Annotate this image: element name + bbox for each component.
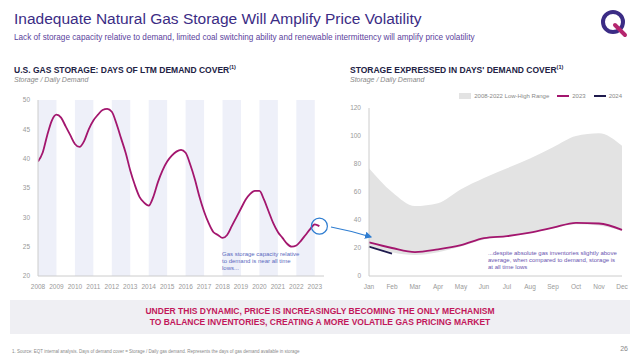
svg-text:20: 20 [23,272,31,279]
svg-text:2014: 2014 [141,283,156,290]
html-text:2008-2022 Low-High Range: 2008-2022 Low-High Range [474,93,550,99]
svg-text:35: 35 [23,184,31,191]
html-text:U.S. GAS STORAGE: DAYS OF LTM: U.S. GAS STORAGE: DAYS OF LTM DEMAND COV… [14,64,236,75]
html-text:2023: 2023 [572,93,586,99]
html-text:Inadequate Natural Gas Storage: Inadequate Natural Gas Storage Will Ampl… [14,10,422,27]
html-text:2024: 2024 [608,93,622,99]
svg-text:2018: 2018 [215,283,230,290]
svg-text:Jan: Jan [364,283,375,290]
html-text:UNDER THIS DYNAMIC, PRICE IS I: UNDER THIS DYNAMIC, PRICE IS INCREASINGL… [145,306,495,316]
svg-text:2019: 2019 [234,283,249,290]
svg-text:2021: 2021 [271,283,286,290]
html-text:STORAGE EXPRESSED IN DAYS' DEM: STORAGE EXPRESSED IN DAYS' DEMAND COVER(… [350,64,564,75]
svg-text:Sep: Sep [547,283,559,291]
svg-text:40: 40 [354,216,362,223]
svg-text:Jun: Jun [479,283,490,290]
svg-text:Apr: Apr [433,283,444,291]
svg-text:2008: 2008 [31,283,46,290]
svg-text:Dec: Dec [616,283,628,290]
html-text:Lack of storage capacity relat: Lack of storage capacity relative to dem… [14,33,475,42]
svg-text:2020: 2020 [252,283,267,290]
svg-text:2013: 2013 [123,283,138,290]
html-text:...despite absolute gas invent: ...despite absolute gas inventories slig… [488,250,617,270]
svg-text:May: May [455,283,468,291]
svg-text:2022: 2022 [289,283,304,290]
svg-text:80: 80 [354,160,362,167]
svg-text:Oct: Oct [571,283,581,290]
svg-text:50: 50 [23,96,31,103]
svg-text:Nov: Nov [593,283,605,290]
html-text:26: 26 [620,345,628,352]
svg-text:2012: 2012 [105,283,120,290]
html-text:1. Source: EQT internal analys: 1. Source: EQT internal analysis. Days o… [12,349,300,354]
svg-text:120: 120 [350,104,361,111]
svg-text:2009: 2009 [49,283,64,290]
svg-text:Jul: Jul [503,283,512,290]
svg-text:60: 60 [354,188,362,195]
svg-text:2017: 2017 [197,283,212,290]
svg-text:20: 20 [354,244,362,251]
html-text:TO BALANCE INVENTORIES, CREATI: TO BALANCE INVENTORIES, CREATING A MORE … [149,317,491,327]
svg-text:30: 30 [23,214,31,221]
svg-text:2011: 2011 [86,283,100,290]
svg-text:Feb: Feb [386,283,398,290]
svg-text:2016: 2016 [178,283,193,290]
svg-text:Mar: Mar [409,283,421,290]
svg-text:Aug: Aug [524,283,536,291]
svg-text:2015: 2015 [160,283,175,290]
html-text:Gas storage capacity relative: Gas storage capacity relative to demand … [222,251,300,271]
svg-text:0: 0 [357,272,361,279]
html-text:Storage / Daily Demand: Storage / Daily Demand [350,75,425,83]
svg-text:100: 100 [350,132,361,139]
svg-text:45: 45 [23,126,31,133]
svg-text:40: 40 [23,155,31,162]
svg-text:2023: 2023 [308,283,323,290]
svg-text:2010: 2010 [68,283,83,290]
html-text:Storage / Daily Demand: Storage / Daily Demand [14,75,89,83]
svg-text:25: 25 [23,243,31,250]
